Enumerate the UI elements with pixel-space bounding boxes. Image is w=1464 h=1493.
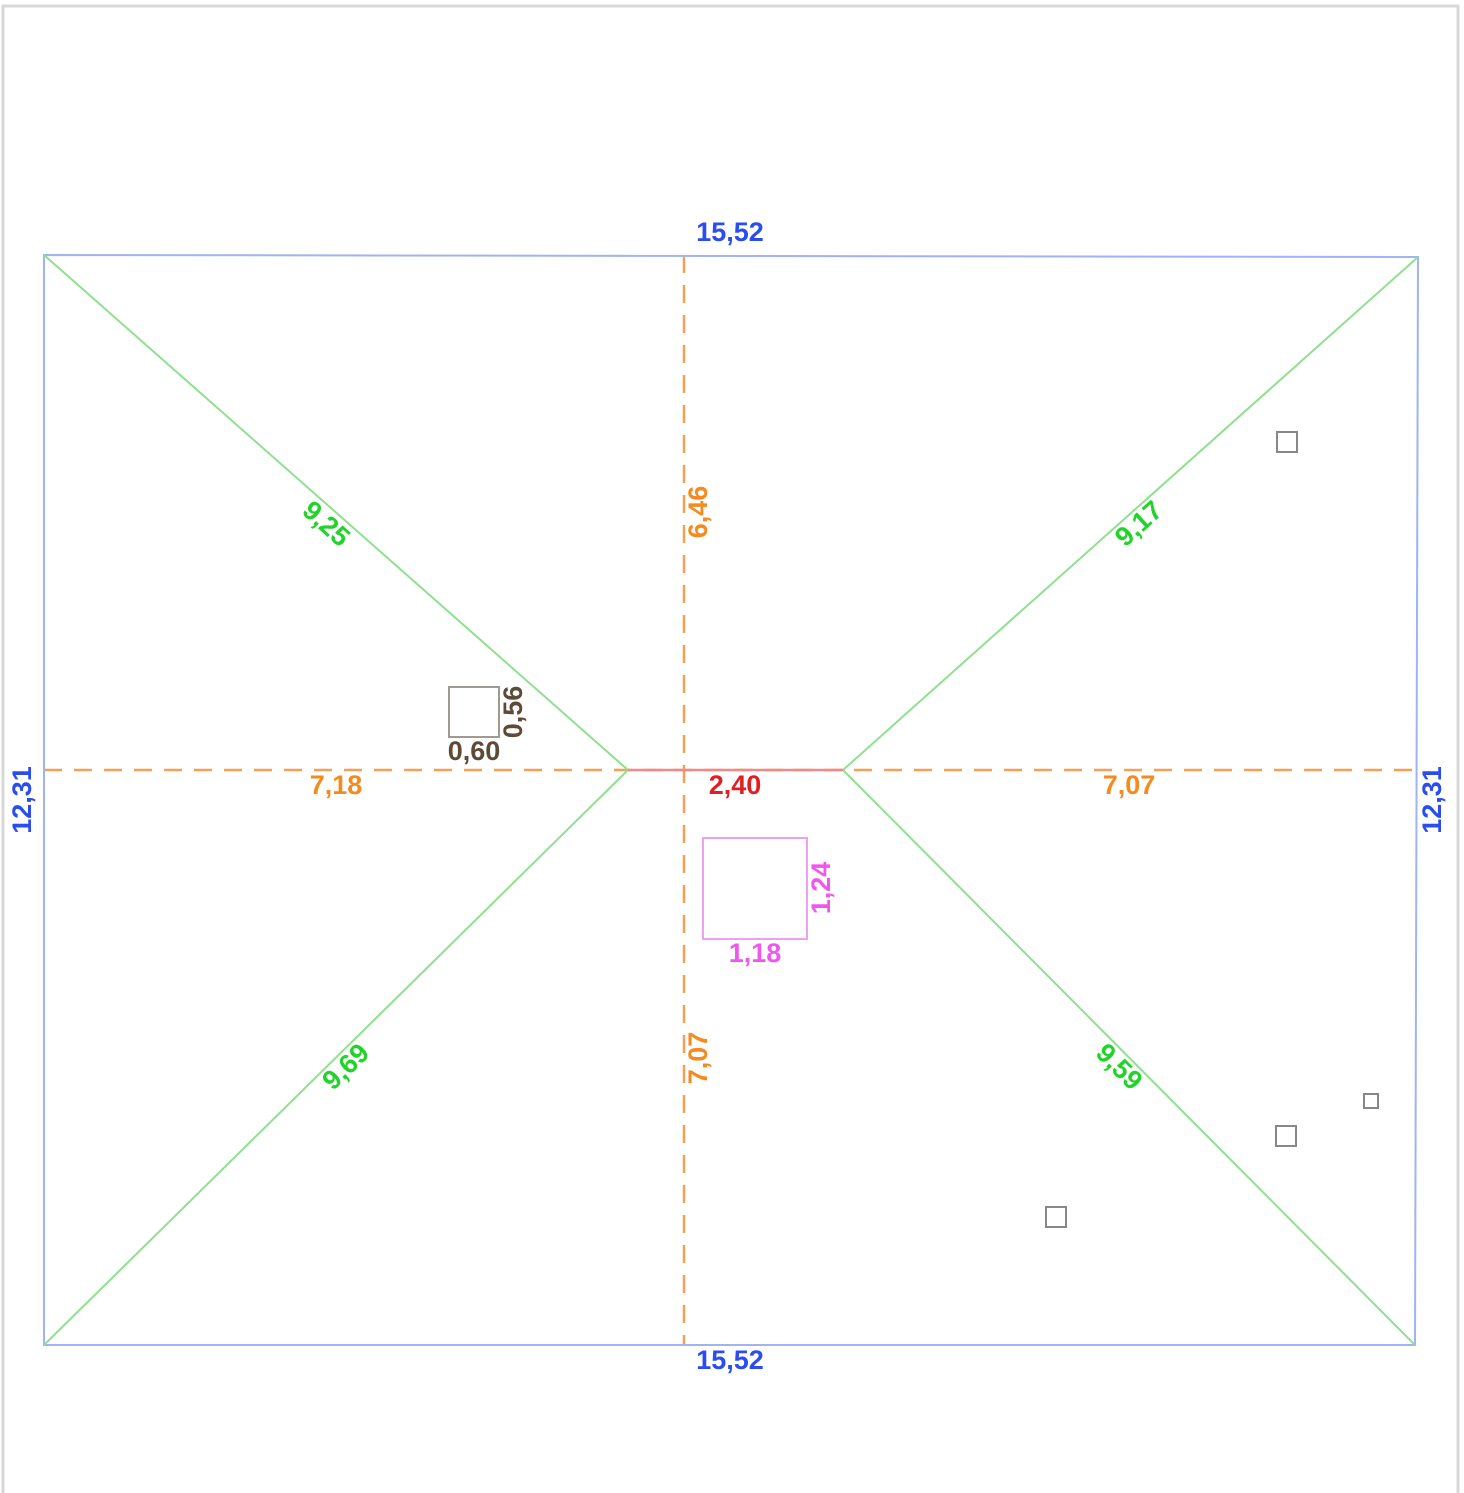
hip: [842, 769, 1416, 1346]
dimension-label: 9,59: [1090, 1037, 1148, 1095]
dimension-label: 7,18: [310, 770, 363, 800]
dimension-label: 7,07: [1103, 770, 1156, 800]
dimension-label: 9,25: [297, 495, 356, 552]
dimension-label: 1,18: [729, 938, 782, 968]
hip: [842, 256, 1419, 771]
dimension-label: 6,46: [683, 486, 713, 539]
vent: [1275, 1125, 1297, 1147]
dimension-label: 12,31: [7, 766, 37, 834]
dimension-label: 2,40: [709, 770, 762, 800]
dimension-label: 9,69: [316, 1038, 375, 1096]
dimension-label: 15,52: [696, 217, 764, 247]
dimension-label: 12,31: [1417, 766, 1447, 834]
dimension-label: 0,56: [498, 686, 528, 739]
dimension-label: 7,07: [683, 1032, 713, 1085]
dimension-label: 15,52: [696, 1345, 764, 1375]
vent: [1045, 1206, 1067, 1228]
hips: [43, 254, 1419, 1346]
frame: [1, 4, 1460, 1493]
vent: [1276, 431, 1298, 453]
skylight: [702, 837, 808, 940]
vent: [1363, 1093, 1379, 1109]
dimension-label: 0,60: [448, 736, 501, 766]
hip: [43, 769, 629, 1346]
chimney: [448, 686, 500, 738]
dimension-label: 1,24: [806, 862, 836, 915]
vents: [1045, 431, 1379, 1228]
dimension-label: 9,17: [1109, 495, 1168, 552]
hip: [43, 254, 629, 771]
